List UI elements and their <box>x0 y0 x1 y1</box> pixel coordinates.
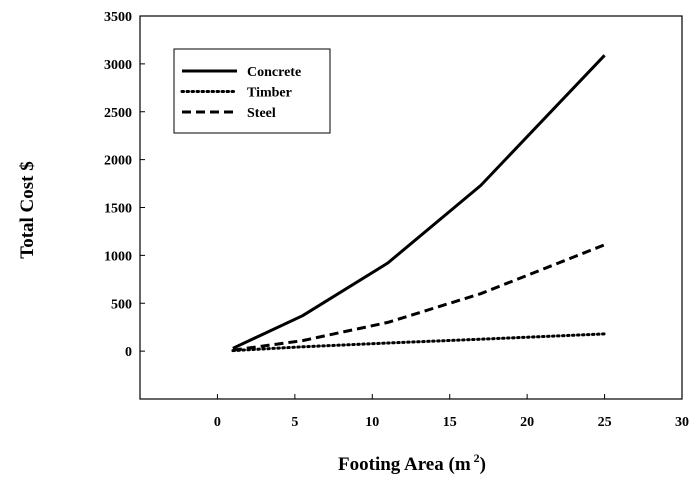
y-tick-label: 2000 <box>104 154 132 169</box>
legend-label-concrete: Concrete <box>247 65 301 80</box>
series-line-concrete <box>232 54 606 350</box>
x-tick-label: 5 <box>291 415 298 430</box>
x-tick-label: 25 <box>598 415 612 430</box>
x-axis-title-suffix: ) <box>480 454 486 475</box>
x-axis-title: Footing Area (m 2) <box>338 451 486 475</box>
y-tick-label: 1500 <box>104 202 132 217</box>
y-tick-label: 3500 <box>104 10 132 25</box>
legend-box <box>173 48 331 134</box>
x-axis-title-superscript: 2 <box>474 451 480 465</box>
y-tick-label: 0 <box>125 345 132 360</box>
series-line-steel <box>232 243 606 352</box>
x-tick-label: 15 <box>443 415 457 430</box>
y-tick-label: 500 <box>111 297 132 312</box>
series-lines <box>231 54 607 353</box>
legend: Concrete Timber Steel <box>173 48 331 134</box>
legend-label-steel: Steel <box>247 106 276 121</box>
series-line-timber <box>231 332 607 353</box>
x-tick-label: 20 <box>520 415 534 430</box>
y-tick-label: 2500 <box>104 106 132 121</box>
y-tick-label: 3000 <box>104 58 132 73</box>
y-tick-label: 1000 <box>104 249 132 264</box>
x-tick-label: 10 <box>365 415 379 430</box>
x-axis-title-main: Footing Area (m <box>338 454 471 475</box>
legend-label-timber: Timber <box>247 86 292 101</box>
x-axis: 0 5 10 15 20 25 30 <box>214 394 689 430</box>
y-axis: 0 500 1000 1500 2000 2500 3000 3500 <box>104 10 145 360</box>
x-tick-label: 30 <box>675 415 689 430</box>
y-axis-title: Total Cost $ <box>17 161 38 258</box>
x-tick-label: 0 <box>214 415 221 430</box>
